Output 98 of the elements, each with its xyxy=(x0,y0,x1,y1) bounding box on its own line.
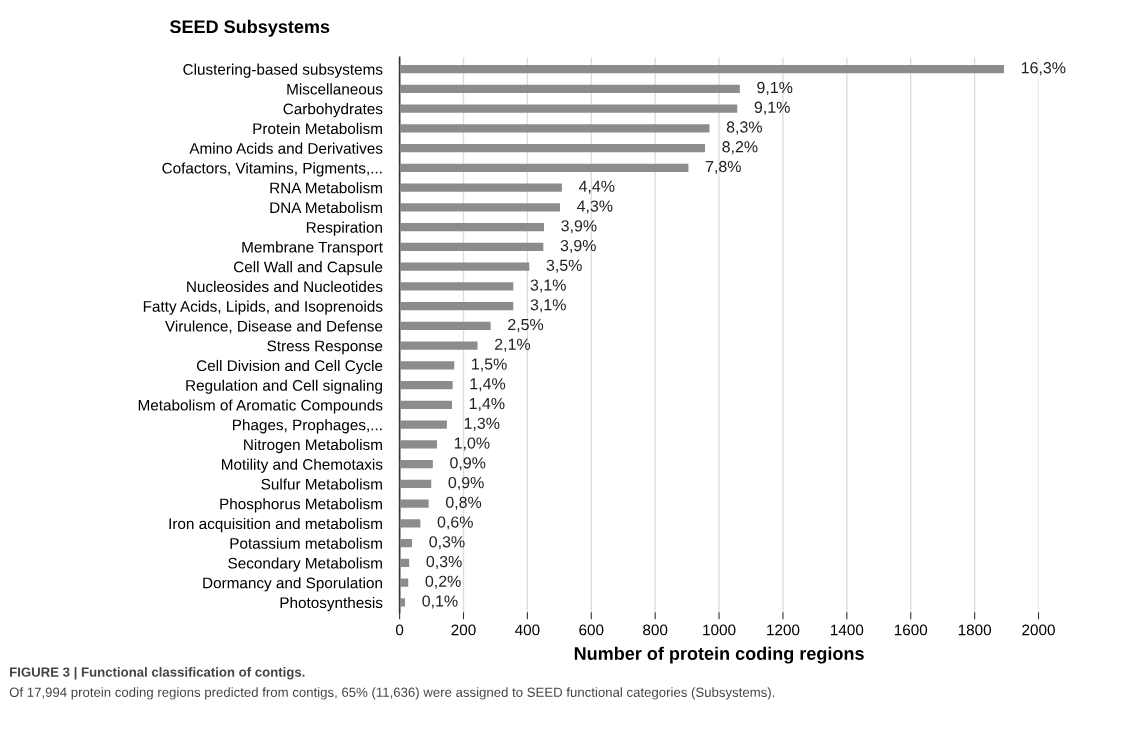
bar xyxy=(399,598,406,607)
bar xyxy=(399,84,740,94)
x-tick-label: 400 xyxy=(514,624,540,636)
x-tick-label: 0 xyxy=(395,624,404,636)
annotation: 1,4% xyxy=(470,378,506,392)
y-tick-label: Protein Metabolism xyxy=(253,122,382,135)
x-tick-label: 600 xyxy=(579,624,604,636)
y-tick-label: Sulfur Metabolism xyxy=(261,478,382,490)
x-tick-label: 1000 xyxy=(703,624,736,636)
y-tick-label: Carbohydrates xyxy=(283,103,383,118)
y-tick-label: Phosphorus Metabolism xyxy=(220,498,382,513)
x-tick-label: 1800 xyxy=(958,624,992,636)
bar xyxy=(399,262,530,271)
annotation: 9,1% xyxy=(757,81,793,96)
bar xyxy=(399,420,447,429)
y-tick-label: Iron acquisition and metabolism xyxy=(169,517,382,533)
y-tick-label: Fatty Acids, Lipids, and Isoprenoids xyxy=(143,300,383,315)
x-tick-label: 2000 xyxy=(1022,624,1055,636)
annotation: 9,1% xyxy=(754,101,790,115)
annotation: 0,6% xyxy=(437,516,473,530)
y-tick-label: Motility and Chemotaxis xyxy=(222,458,383,473)
annotation: 3,9% xyxy=(560,239,596,254)
text: SEED Subsystems xyxy=(169,19,330,37)
annotation: 4,4% xyxy=(578,180,615,194)
y-tick-label: DNA Metabolism xyxy=(270,201,382,214)
y-tick-label: RNA Metabolism xyxy=(270,182,382,194)
x-tick-label: 1200 xyxy=(767,624,800,636)
annotation: 0,1% xyxy=(422,595,458,609)
caption: FIGURE 3 | Functional classification of contigs. xyxy=(10,667,305,680)
annotation: 8,2% xyxy=(722,141,758,155)
annotation: 0,3% xyxy=(426,555,462,570)
annotation: 1,4% xyxy=(469,397,505,412)
annotation: 0,8% xyxy=(445,496,482,510)
x-tick-label: 800 xyxy=(643,624,668,636)
bar xyxy=(399,104,738,113)
annotation: 1,5% xyxy=(472,358,507,372)
bar xyxy=(399,499,429,508)
annotation: 2,5% xyxy=(508,318,544,333)
bar xyxy=(399,144,705,153)
bar xyxy=(399,124,710,133)
annotation: 3,1% xyxy=(530,279,566,293)
bar xyxy=(399,519,421,528)
bar xyxy=(399,302,514,311)
annotation: 1,3% xyxy=(464,417,500,431)
bar xyxy=(399,400,452,410)
y-tick-label: Phages, Prophages,... xyxy=(233,419,382,434)
bar xyxy=(399,163,689,173)
y-tick-label: Miscellaneous xyxy=(287,83,383,95)
annotation: 8,3% xyxy=(726,121,762,135)
bar xyxy=(399,479,432,489)
annotation: 0,2% xyxy=(425,575,461,589)
y-tick-label: Amino Acids and Derivatives xyxy=(189,142,383,154)
bar xyxy=(399,440,437,449)
annotation: 0,9% xyxy=(448,476,484,491)
bar xyxy=(399,539,413,548)
y-tick-label: Regulation and Cell signaling xyxy=(186,379,382,394)
x-tick-label: 1400 xyxy=(831,624,864,636)
annotation: 0,3% xyxy=(429,536,465,550)
y-tick-label: Clustering-based subsystems xyxy=(183,63,383,78)
y-tick-label: Cell Wall and Capsule xyxy=(233,261,383,276)
annotation: 0,9% xyxy=(450,457,486,471)
annotation: 3,9% xyxy=(561,220,597,234)
annotation: 3,1% xyxy=(530,299,566,313)
bar xyxy=(399,183,562,192)
y-tick-label: Virulence, Disease and Defense xyxy=(165,320,383,334)
y-tick-label: Membrane Transport xyxy=(242,241,383,256)
bar xyxy=(399,341,478,350)
annotation: 4,3% xyxy=(577,200,613,214)
text: Of 17,994 protein coding regions predicted from contigs, 65% (11,636) were assigned to SEED functional categories (Subsystems). xyxy=(9,687,775,700)
bar xyxy=(399,242,544,252)
bar xyxy=(399,282,514,291)
y-tick-label: Metabolism of Aromatic Compounds xyxy=(138,399,383,414)
annotation: 16,3% xyxy=(1021,62,1066,76)
x-axis-title: Number of protein coding regions xyxy=(574,646,864,664)
bar xyxy=(399,321,491,331)
annotation: 7,8% xyxy=(705,160,741,175)
y-tick-label: Respiration xyxy=(306,221,382,236)
bar xyxy=(399,381,453,390)
annotation: 2,1% xyxy=(495,338,531,352)
bar xyxy=(399,460,433,469)
bar xyxy=(399,203,560,212)
bar xyxy=(399,223,544,232)
x-tick-label: 1600 xyxy=(894,624,928,636)
x-tick-label: 200 xyxy=(451,624,476,636)
bar xyxy=(399,64,1005,74)
y-tick-label: Potassium metabolism xyxy=(230,537,382,549)
annotation: 3,5% xyxy=(546,259,582,273)
y-tick-label: Secondary Metabolism xyxy=(228,557,382,572)
annotation: 1,0% xyxy=(454,437,490,451)
y-tick-label: Photosynthesis xyxy=(280,596,383,612)
bar xyxy=(399,361,455,370)
y-tick-label: Cell Division and Cell Cycle xyxy=(196,359,383,375)
y-tick-label: Nitrogen Metabolism xyxy=(244,438,382,454)
y-tick-label: Nucleosides and Nucleotides xyxy=(187,280,383,293)
bar xyxy=(399,558,410,568)
y-tick-label: Stress Response xyxy=(267,340,383,355)
y-tick-label: Cofactors, Vitamins, Pigments,... xyxy=(162,162,382,177)
y-tick-label: Dormancy and Sporulation xyxy=(203,577,382,592)
